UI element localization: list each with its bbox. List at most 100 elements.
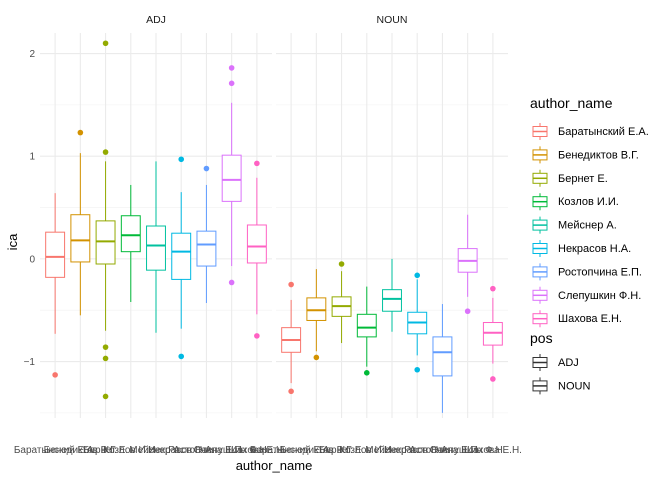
x-tick-label: Шахова Е.Н. [464, 445, 522, 456]
box-iqr [482, 322, 503, 346]
x-tick-label: Бернет Е. [83, 445, 128, 456]
panel-adj [40, 33, 272, 418]
x-tick-label: Баратынский Е.А. [250, 445, 333, 456]
box-noun-2 [331, 261, 352, 344]
x-axis-title: author_name [236, 458, 313, 473]
box-iqr [120, 215, 141, 253]
panel-noun [276, 33, 508, 418]
legend-item-4: Мейснер А. [532, 216, 617, 234]
box-noun-6 [432, 304, 453, 413]
x-tick-label: Козлов И.И. [103, 445, 158, 456]
outlier-point [102, 40, 109, 47]
facet-label-noun: NOUN [377, 14, 408, 26]
legend-item-5: Некрасов Н.А. [532, 240, 631, 257]
box-iqr [95, 220, 116, 265]
y-tick-label: 1 [29, 152, 35, 163]
legend-label: Бернет Е. [558, 173, 608, 185]
box-adj-7 [221, 65, 242, 286]
legend-label: Бенедиктов В.Г. [558, 149, 639, 161]
x-tick-label: Слепушкин Ф.Н. [430, 445, 506, 456]
outlier-point [414, 366, 421, 373]
y-axis: −1 0 1 2 [24, 49, 36, 368]
outlier-point [203, 165, 210, 172]
outlier-point [102, 393, 109, 400]
legend-label: NOUN [558, 380, 590, 392]
y-axis-title: ica [5, 233, 20, 250]
legend-label: ADJ [558, 357, 579, 369]
x-tick-label: Некрасов Н.А. [384, 445, 451, 456]
outlier-point [102, 344, 109, 350]
x-tick-label: Ростопчина Е.П. [168, 445, 244, 456]
box-noun-7 [457, 214, 478, 315]
legend-pos-item-1: NOUN [532, 377, 590, 395]
box-iqr [246, 224, 267, 264]
x-tick-label: Мейснер А. [129, 445, 182, 456]
x-tick-label: Шахова Е.Н. [228, 445, 286, 456]
legend-pos-item-0: ADJ [532, 354, 579, 371]
x-tick-label: Бенедиктов В.Г. [44, 445, 117, 456]
legend-label: Баратынский Е.А. [558, 126, 649, 138]
legend-item-3: Козлов И.И. [532, 193, 619, 211]
outlier-point [313, 354, 320, 361]
box-iqr [306, 297, 327, 321]
outlier-point [490, 376, 496, 382]
outlier-point [102, 149, 109, 155]
outlier-point [102, 355, 109, 362]
outlier-point [52, 372, 58, 378]
outlier-point [228, 65, 235, 71]
outlier-point [228, 279, 235, 286]
box-adj-5 [171, 156, 192, 360]
outlier-point [414, 272, 421, 279]
box-iqr [70, 214, 91, 263]
x-axis: Баратынский Е.А.Бенедиктов В.Г.Бернет Е.… [14, 445, 522, 456]
legend-label: Мейснер А. [558, 220, 617, 232]
outlier-point [288, 281, 294, 288]
legend-color-title: author_name [530, 95, 613, 111]
x-tick-label: Мейснер А. [365, 445, 418, 456]
box-adj-1 [70, 129, 91, 316]
box-noun-5 [407, 272, 428, 373]
outlier-point [254, 333, 260, 339]
facet-panels [40, 33, 508, 418]
facet-label-adj: ADJ [146, 14, 166, 26]
box-adj-2 [95, 40, 116, 400]
outlier-point [178, 353, 185, 360]
legend-item-0: Баратынский Е.А. [532, 123, 649, 140]
y-tick-label: 0 [29, 254, 35, 265]
box-adj-0 [45, 193, 66, 378]
box-noun-3 [356, 286, 377, 376]
legend-label: Козлов И.И. [558, 196, 619, 208]
legend-label: Ростопчина Е.П. [558, 266, 642, 278]
box-adj-8 [246, 160, 267, 339]
outlier-point [464, 308, 471, 315]
box-iqr [45, 231, 66, 278]
outlier-point [490, 285, 496, 292]
box-iqr [221, 154, 242, 202]
box-adj-4 [146, 161, 166, 333]
legend-linetype-title: pos [530, 330, 553, 346]
legend-label: Некрасов Н.А. [558, 243, 631, 255]
box-noun-4 [382, 258, 402, 332]
legend-label: Шахова Е.Н. [558, 313, 622, 325]
box-adj-3 [120, 184, 141, 302]
legend-item-7: Слепушкин Ф.Н. [532, 286, 641, 304]
x-tick-label: Козлов И.И. [339, 445, 394, 456]
y-tick-label: 2 [29, 49, 35, 60]
box-noun-0 [281, 281, 302, 395]
box-iqr [196, 230, 217, 267]
outlier-point [363, 370, 370, 376]
box-iqr [382, 289, 402, 312]
legend-item-8: Шахова Е.Н. [532, 310, 622, 328]
box-adj-6 [196, 165, 217, 304]
legend-item-6: Ростопчина Е.П. [532, 263, 642, 281]
x-tick-label: Ростопчина Е.П. [404, 445, 480, 456]
legend-item-2: Бернет Е. [532, 169, 608, 187]
x-tick-label: Бенедиктов В.Г. [280, 445, 353, 456]
outlier-point [254, 160, 260, 167]
legend-label: Слепушкин Ф.Н. [558, 290, 641, 302]
box-iqr [356, 313, 377, 338]
x-tick-label: Слепушкин Ф.Н. [194, 445, 270, 456]
outlier-point [77, 129, 84, 136]
box-noun-1 [306, 269, 327, 361]
